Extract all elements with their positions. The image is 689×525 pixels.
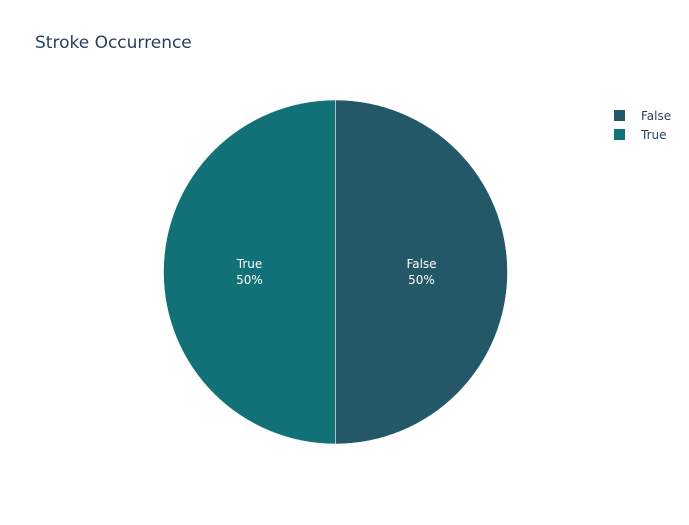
legend-label-true: True (641, 127, 667, 142)
slice-category-label-true: True (236, 257, 263, 271)
legend-label-false: False (641, 108, 672, 123)
slice-percent-label-false: 50% (408, 273, 435, 287)
slice-category-label-false: False (406, 257, 436, 271)
pie-slice-true[interactable] (163, 99, 336, 445)
slice-percent-label-true: 50% (236, 273, 263, 287)
chart-title: Stroke Occurrence (35, 33, 192, 53)
legend-item-false[interactable]: False (614, 106, 671, 125)
pie-slices (163, 99, 508, 445)
legend-item-true[interactable]: True (614, 125, 671, 144)
legend: False True (614, 106, 671, 144)
legend-swatch-false (614, 110, 625, 121)
pie-labels: False 50% True 50% (236, 257, 437, 287)
pie-slice-false[interactable] (335, 99, 508, 445)
legend-swatch-true (614, 129, 625, 140)
